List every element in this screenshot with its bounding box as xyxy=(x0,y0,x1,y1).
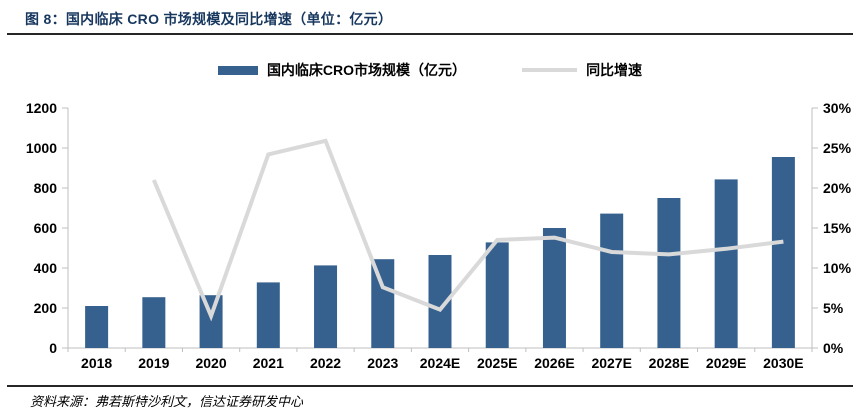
right-axis-tick-label: 5% xyxy=(823,300,844,316)
x-axis-label: 2020 xyxy=(195,355,226,371)
legend-label: 同比增速 xyxy=(586,62,643,78)
x-axis-label: 2022 xyxy=(310,355,341,371)
left-axis-tick-label: 1000 xyxy=(26,140,57,156)
bar-2029E xyxy=(714,179,738,348)
right-axis-tick-label: 30% xyxy=(823,100,852,116)
right-axis-tick-label: 20% xyxy=(823,180,852,196)
left-axis-tick-label: 0 xyxy=(49,340,57,356)
x-axis-label: 2025E xyxy=(477,355,517,371)
right-axis-tick-label: 10% xyxy=(823,260,852,276)
bar-2030E xyxy=(771,157,795,348)
x-axis-label: 2024E xyxy=(420,355,460,371)
title-divider xyxy=(7,33,853,35)
x-axis-label: 2030E xyxy=(763,355,803,371)
bar-2019 xyxy=(142,297,166,348)
legend-line-swatch xyxy=(522,68,578,72)
right-axis-tick-label: 25% xyxy=(823,140,852,156)
legend-label: 国内临床CRO市场规模（亿元） xyxy=(266,62,467,78)
bar-2027E xyxy=(600,213,624,348)
x-axis-label: 2023 xyxy=(367,355,398,371)
bar-2021 xyxy=(256,282,280,348)
x-axis-label: 2026E xyxy=(534,355,574,371)
left-axis-tick-label: 1200 xyxy=(26,100,57,116)
x-axis-label: 2029E xyxy=(706,355,746,371)
bar-2018 xyxy=(85,306,109,348)
bar-2028E xyxy=(657,198,681,348)
bar-2026E xyxy=(542,228,566,348)
x-axis-label: 2027E xyxy=(591,355,631,371)
left-axis-tick-label: 400 xyxy=(34,260,58,276)
figure-title: 图 8：国内临床 CRO 市场规模及同比增速（单位：亿元） xyxy=(25,11,393,27)
bar-2020 xyxy=(199,295,223,348)
legend-bar-swatch xyxy=(217,65,258,75)
left-axis-tick-label: 800 xyxy=(34,180,58,196)
bar-2024E xyxy=(428,255,452,348)
x-axis-label: 2019 xyxy=(138,355,169,371)
x-axis-label: 2021 xyxy=(253,355,284,371)
left-axis-tick-label: 200 xyxy=(34,300,58,316)
x-axis-label: 2018 xyxy=(81,355,112,371)
left-axis-tick-label: 600 xyxy=(34,220,58,236)
chart-legend: 国内临床CRO市场规模（亿元） 同比增速 xyxy=(0,60,860,80)
x-axis-label: 2028E xyxy=(649,355,689,371)
source-note: 资料来源：弗若斯特沙利文，信达证券研发中心 xyxy=(30,394,304,409)
footer-divider xyxy=(7,385,853,387)
bar-2022 xyxy=(314,265,338,348)
legend-item: 同比增速 xyxy=(522,60,642,80)
bar-2023 xyxy=(371,259,395,348)
growth-rate-line xyxy=(152,138,784,322)
legend-item: 国内临床CRO市场规模（亿元） xyxy=(217,60,467,80)
bar-2025E xyxy=(485,242,509,348)
right-axis-tick-label: 0% xyxy=(823,340,844,356)
right-axis-tick-label: 15% xyxy=(823,220,852,236)
